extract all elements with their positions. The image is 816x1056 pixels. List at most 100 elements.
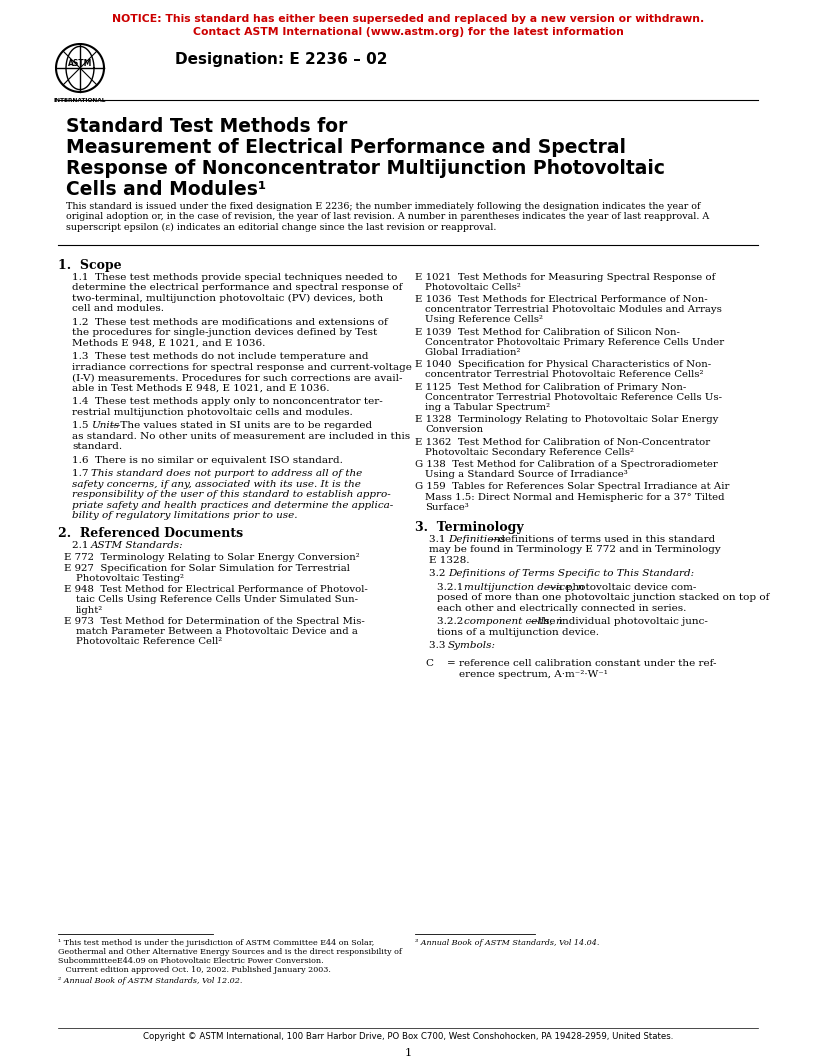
Text: INTERNATIONAL: INTERNATIONAL [54, 98, 106, 103]
Text: 1.7: 1.7 [72, 469, 95, 478]
Text: safety concerns, if any, associated with its use. It is the: safety concerns, if any, associated with… [72, 479, 361, 489]
Text: 3.2.1: 3.2.1 [437, 583, 470, 592]
Text: Designation: E 2236 – 02: Designation: E 2236 – 02 [175, 52, 388, 67]
Text: Using a Standard Source of Irradiance³: Using a Standard Source of Irradiance³ [425, 470, 628, 479]
Text: able in Test Methods E 948, E 1021, and E 1036.: able in Test Methods E 948, E 1021, and … [72, 383, 330, 393]
Text: Photovoltaic Reference Cell²: Photovoltaic Reference Cell² [76, 637, 222, 646]
Text: may be found in Terminology E 772 and in Terminology: may be found in Terminology E 772 and in… [429, 546, 721, 554]
Text: ² Annual Book of ASTM Standards, Vol 12.02.: ² Annual Book of ASTM Standards, Vol 12.… [58, 977, 242, 985]
Text: —definitions of terms used in this standard: —definitions of terms used in this stand… [488, 535, 715, 544]
Text: Photovoltaic Testing²: Photovoltaic Testing² [76, 574, 184, 583]
Text: each other and electrically connected in series.: each other and electrically connected in… [437, 604, 686, 612]
Text: Contact ASTM International (www.astm.org) for the latest information: Contact ASTM International (www.astm.org… [193, 27, 623, 37]
Text: Measurement of Electrical Performance and Spectral: Measurement of Electrical Performance an… [66, 138, 626, 157]
Text: Cells and Modules¹: Cells and Modules¹ [66, 180, 266, 199]
Text: =: = [447, 660, 456, 668]
Text: priate safety and health practices and determine the applica-: priate safety and health practices and d… [72, 501, 393, 510]
Text: concentrator Terrestrial Photovoltaic Modules and Arrays: concentrator Terrestrial Photovoltaic Mo… [425, 305, 722, 315]
Text: Symbols:: Symbols: [448, 641, 496, 650]
Text: —a photovoltaic device com-: —a photovoltaic device com- [547, 583, 697, 592]
Text: multijunction device, n: multijunction device, n [463, 583, 584, 592]
Text: E 1125  Test Method for Calibration of Primary Non-: E 1125 Test Method for Calibration of Pr… [415, 382, 686, 392]
Text: Photovoltaic Cells²: Photovoltaic Cells² [425, 283, 521, 291]
Text: two-terminal, multijunction photovoltaic (PV) devices, both: two-terminal, multijunction photovoltaic… [72, 294, 384, 303]
Text: ³ Annual Book of ASTM Standards, Vol 14.04.: ³ Annual Book of ASTM Standards, Vol 14.… [415, 939, 600, 947]
Text: erence spectrum, A·m⁻²·W⁻¹: erence spectrum, A·m⁻²·W⁻¹ [459, 670, 608, 679]
Text: Definitions: Definitions [448, 535, 505, 544]
Text: NOTICE: This standard has either been superseded and replaced by a new version o: NOTICE: This standard has either been su… [112, 14, 704, 24]
Text: G 159  Tables for References Solar Spectral Irradiance at Air: G 159 Tables for References Solar Spectr… [415, 483, 730, 491]
Text: 2.1: 2.1 [72, 541, 95, 549]
Text: 1.2  These test methods are modifications and extensions of: 1.2 These test methods are modifications… [72, 318, 388, 326]
Text: Concentrator Photovoltaic Primary Reference Cells Under: Concentrator Photovoltaic Primary Refere… [425, 338, 724, 346]
Text: Mass 1.5: Direct Normal and Hemispheric for a 37° Tilted: Mass 1.5: Direct Normal and Hemispheric … [425, 492, 725, 502]
Text: E 1362  Test Method for Calibration of Non-Concentrator: E 1362 Test Method for Calibration of No… [415, 437, 710, 447]
Text: Global Irradiation²: Global Irradiation² [425, 348, 521, 357]
Text: Geothermal and Other Alternative Energy Sources and is the direct responsibility: Geothermal and Other Alternative Energy … [58, 948, 401, 956]
Text: (I-V) measurements. Procedures for such corrections are avail-: (I-V) measurements. Procedures for such … [72, 373, 402, 382]
Text: 1.  Scope: 1. Scope [58, 259, 122, 271]
Text: E 1036  Test Methods for Electrical Performance of Non-: E 1036 Test Methods for Electrical Perfo… [415, 295, 707, 304]
Text: C: C [425, 660, 433, 668]
Text: original adoption or, in the case of revision, the year of last revision. A numb: original adoption or, in the case of rev… [66, 212, 709, 221]
Text: match Parameter Between a Photovoltaic Device and a: match Parameter Between a Photovoltaic D… [76, 627, 358, 636]
Text: component cells, n: component cells, n [463, 618, 562, 626]
Text: 1.5: 1.5 [72, 421, 95, 430]
Text: reference cell calibration constant under the ref-: reference cell calibration constant unde… [459, 660, 716, 668]
Text: irradiance corrections for spectral response and current-voltage: irradiance corrections for spectral resp… [72, 362, 412, 372]
Text: concentrator Terrestrial Photovoltaic Reference Cells²: concentrator Terrestrial Photovoltaic Re… [425, 371, 703, 379]
Text: Response of Nonconcentrator Multijunction Photovoltaic: Response of Nonconcentrator Multijunctio… [66, 159, 665, 178]
Text: taic Cells Using Reference Cells Under Simulated Sun-: taic Cells Using Reference Cells Under S… [76, 596, 358, 604]
Text: SubcommitteeE44.09 on Photovoltaic Electric Power Conversion.: SubcommitteeE44.09 on Photovoltaic Elect… [58, 957, 324, 965]
Text: 3.1: 3.1 [429, 535, 452, 544]
Text: Units: Units [91, 421, 119, 430]
Text: 1.3  These test methods do not include temperature and: 1.3 These test methods do not include te… [72, 352, 369, 361]
Text: ing a Tabular Spectrum²: ing a Tabular Spectrum² [425, 403, 550, 412]
Text: E 1021  Test Methods for Measuring Spectral Response of: E 1021 Test Methods for Measuring Spectr… [415, 272, 716, 282]
Text: Surface³: Surface³ [425, 503, 468, 512]
Text: 1.1  These test methods provide special techniques needed to: 1.1 These test methods provide special t… [72, 272, 397, 282]
Text: restrial multijunction photovoltaic cells and modules.: restrial multijunction photovoltaic cell… [72, 408, 353, 417]
Text: E 927  Specification for Solar Simulation for Terrestrial: E 927 Specification for Solar Simulation… [64, 564, 350, 572]
Text: E 1040  Specification for Physical Characteristics of Non-: E 1040 Specification for Physical Charac… [415, 360, 711, 370]
Text: tions of a multijunction device.: tions of a multijunction device. [437, 628, 599, 637]
Text: 1: 1 [405, 1048, 411, 1056]
Text: bility of regulatory limitations prior to use.: bility of regulatory limitations prior t… [72, 511, 298, 521]
Text: Copyright © ASTM International, 100 Barr Harbor Drive, PO Box C700, West Conshoh: Copyright © ASTM International, 100 Barr… [143, 1032, 673, 1041]
Text: ASTM Standards:: ASTM Standards: [91, 541, 184, 549]
Text: 1.4  These test methods apply only to nonconcentrator ter-: 1.4 These test methods apply only to non… [72, 397, 383, 407]
Text: 3.3: 3.3 [429, 641, 452, 650]
Text: This standard does not purport to address all of the: This standard does not purport to addres… [91, 469, 362, 478]
Text: determine the electrical performance and spectral response of: determine the electrical performance and… [72, 283, 402, 293]
Text: posed of more than one photovoltaic junction stacked on top of: posed of more than one photovoltaic junc… [437, 593, 769, 603]
Text: E 1039  Test Method for Calibration of Silicon Non-: E 1039 Test Method for Calibration of Si… [415, 327, 680, 337]
Text: —the individual photovoltaic junc-: —the individual photovoltaic junc- [529, 618, 708, 626]
Text: 3.  Terminology: 3. Terminology [415, 521, 524, 534]
Text: cell and modules.: cell and modules. [72, 304, 164, 313]
Text: 3.2: 3.2 [429, 569, 452, 579]
Text: 2.  Referenced Documents: 2. Referenced Documents [58, 527, 243, 540]
Text: ¹ This test method is under the jurisdiction of ASTM Committee E44 on Solar,: ¹ This test method is under the jurisdic… [58, 939, 375, 947]
Text: E 1328  Terminology Relating to Photovoltaic Solar Energy: E 1328 Terminology Relating to Photovolt… [415, 415, 718, 425]
Text: E 973  Test Method for Determination of the Spectral Mis-: E 973 Test Method for Determination of t… [64, 617, 365, 626]
Text: Standard Test Methods for: Standard Test Methods for [66, 117, 348, 136]
Text: as standard. No other units of measurement are included in this: as standard. No other units of measureme… [72, 432, 410, 440]
Text: 3.2.2: 3.2.2 [437, 618, 470, 626]
Text: G 138  Test Method for Calibration of a Spectroradiometer: G 138 Test Method for Calibration of a S… [415, 460, 718, 469]
Text: Definitions of Terms Specific to This Standard:: Definitions of Terms Specific to This St… [448, 569, 694, 579]
Text: Using Reference Cells²: Using Reference Cells² [425, 316, 543, 324]
Text: 1.6  There is no similar or equivalent ISO standard.: 1.6 There is no similar or equivalent IS… [72, 455, 343, 465]
Text: superscript epsilon (ε) indicates an editorial change since the last revision or: superscript epsilon (ε) indicates an edi… [66, 223, 496, 231]
Text: Conversion: Conversion [425, 426, 483, 434]
Text: the procedures for single-junction devices defined by Test: the procedures for single-junction devic… [72, 328, 377, 337]
Text: Current edition approved Oct. 10, 2002. Published January 2003.: Current edition approved Oct. 10, 2002. … [58, 966, 330, 974]
Text: Concentrator Terrestrial Photovoltaic Reference Cells Us-: Concentrator Terrestrial Photovoltaic Re… [425, 393, 722, 401]
Text: E 772  Terminology Relating to Solar Energy Conversion²: E 772 Terminology Relating to Solar Ener… [64, 552, 360, 562]
Text: E 1328.: E 1328. [429, 557, 469, 565]
Text: standard.: standard. [72, 442, 122, 451]
Text: Methods E 948, E 1021, and E 1036.: Methods E 948, E 1021, and E 1036. [72, 339, 265, 347]
Text: ASTM: ASTM [68, 58, 92, 68]
Text: E 948  Test Method for Electrical Performance of Photovol-: E 948 Test Method for Electrical Perform… [64, 585, 368, 595]
Text: light²: light² [76, 605, 104, 615]
Text: Photovoltaic Secondary Reference Cells²: Photovoltaic Secondary Reference Cells² [425, 448, 634, 457]
